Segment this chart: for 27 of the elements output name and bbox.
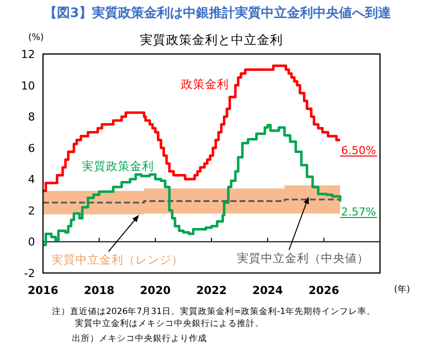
y-tick-label: 0 — [28, 236, 35, 249]
y-tick-label: 6 — [28, 142, 35, 155]
text: 実質中立金利はメキシコ中央銀行による推計。 — [75, 318, 264, 329]
y-tick-label: 4 — [28, 173, 35, 186]
y-tick-label: 2 — [28, 204, 35, 218]
series-label: 政策金利 — [181, 77, 229, 91]
x-tick-label: 2024 — [252, 284, 284, 297]
x-tick-label: 2018 — [84, 284, 114, 297]
x-axis-title: (年) — [394, 284, 410, 295]
x-tick-label: 2026 — [308, 284, 340, 297]
chart-title: 【図3】実質政策金利は中銀推計実質中立金利中央値へ到達 — [44, 5, 392, 21]
text: 出所）メキシコ中央銀行より作成 — [72, 333, 207, 344]
y-tick-label: 8 — [28, 110, 35, 124]
x-tick-label: 2020 — [140, 284, 171, 297]
text: 注）直近値は2026年7月31日。実質政策金利=政策金利-1年先期待インフレ率。 — [52, 306, 376, 317]
y-tick-label: 12 — [21, 48, 35, 61]
chart-subtitle: 実質政策金利と中立金利 — [140, 32, 283, 47]
annotation: 実質中立金利（レンジ） — [51, 252, 184, 267]
series-label: 実質政策金利 — [82, 159, 154, 173]
data-label: 6.50% — [341, 144, 376, 158]
y-tick-label: -2 — [24, 267, 35, 280]
y-tick-label: 10 — [21, 79, 35, 92]
x-tick-label: 2016 — [28, 284, 59, 297]
data-label: 2.57% — [341, 206, 376, 219]
y-axis-title: (%) — [28, 33, 44, 43]
x-tick-label: 2022 — [196, 284, 227, 297]
text: 実質中立金利（中央値） — [237, 251, 369, 265]
